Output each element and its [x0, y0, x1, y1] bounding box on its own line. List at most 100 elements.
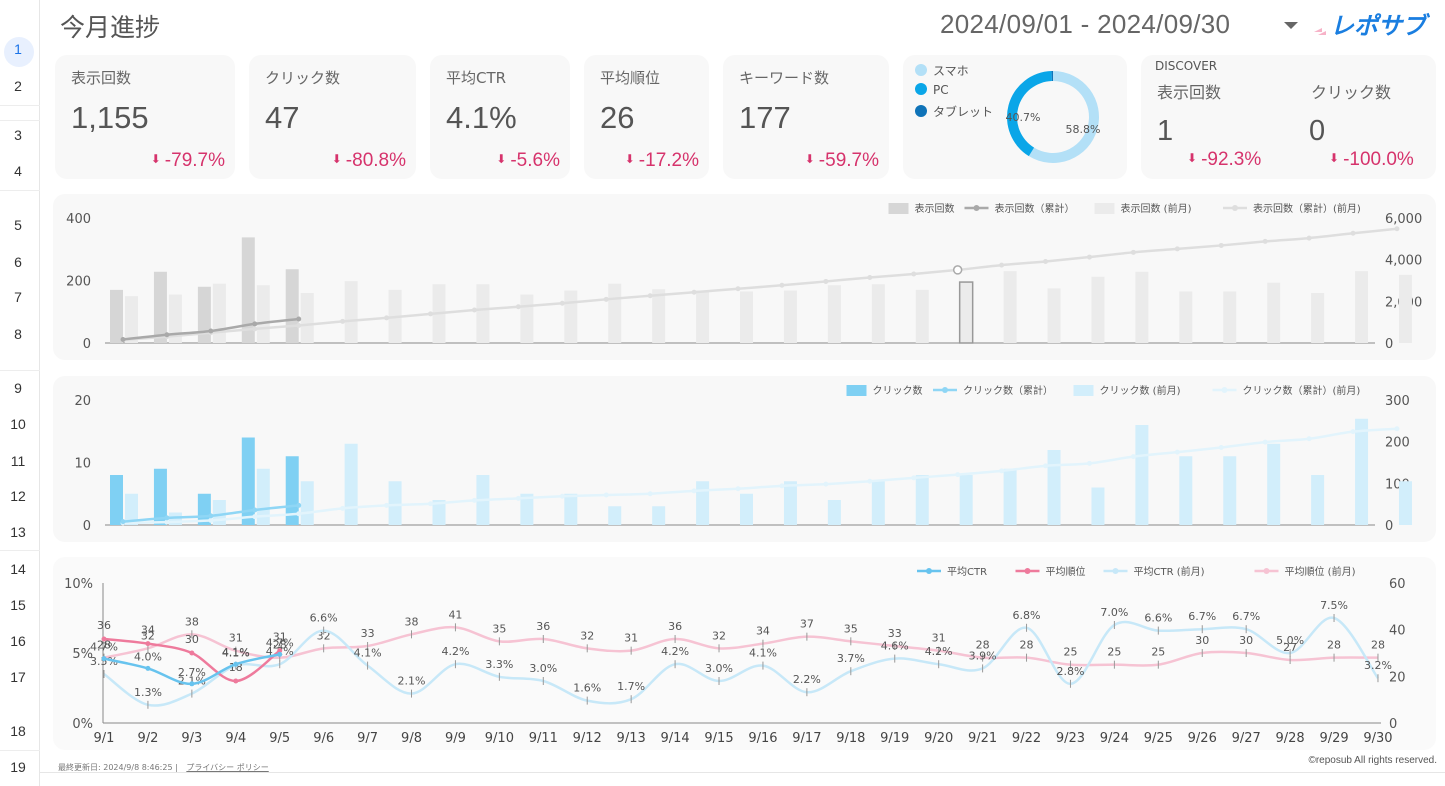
data-label-ctr-previous: 4.2% [661, 645, 689, 658]
marker-previous-cumulative [691, 488, 697, 494]
marker-previous-cumulative [1262, 238, 1268, 244]
device-breakdown-card: スマホ PC タブレット 40.7% 58.8% [903, 55, 1127, 179]
data-label-ctr-previous: 4.1% [222, 647, 250, 660]
row-number[interactable]: 3 [14, 127, 22, 143]
row-number[interactable]: 11 [10, 453, 26, 469]
marker-previous-cumulative [603, 296, 609, 302]
donut-slice-tablet [1051, 71, 1053, 82]
row-number[interactable]: 12 [10, 488, 26, 504]
legend-marker-icon [926, 568, 932, 574]
data-label-ctr-previous: 1.6% [573, 682, 601, 695]
row-number[interactable]: 5 [14, 217, 22, 233]
x-axis-tick-label: 9/24 [1100, 731, 1129, 746]
bar-previous [1179, 291, 1193, 343]
marker-previous-cumulative [647, 491, 653, 497]
row-number[interactable]: 6 [14, 254, 22, 270]
y-axis-tick-label: 10 [74, 457, 91, 472]
data-label-ctr: 4.0% [134, 650, 162, 663]
row-number[interactable]: 2 [14, 78, 22, 94]
discover-title: DISCOVER [1155, 59, 1218, 73]
legend-swatch-icon [1073, 385, 1094, 396]
row-number[interactable]: 15 [10, 597, 26, 613]
row-divider [0, 750, 40, 751]
y2-axis-tick-label: 20 [1389, 670, 1406, 685]
kpi-label: 平均CTR [446, 69, 507, 87]
x-axis-tick-label: 9/7 [357, 731, 378, 746]
data-label-position-previous: 30 [1239, 634, 1253, 647]
marker-position [145, 641, 151, 647]
legend-swatch-icon [1094, 203, 1115, 214]
marker-previous-cumulative [1174, 449, 1180, 455]
row-number[interactable]: 18 [10, 723, 26, 739]
kpi-change: ⬇ -80.8% [331, 150, 406, 171]
data-label-ctr-previous: 4.2% [441, 645, 469, 658]
clicks-chart-card: 20 10 0 300 200 100 0 クリック数 クリック数（累計） クリック数 (前月) ク… [53, 376, 1436, 542]
marker-current-cumulative [120, 336, 126, 342]
data-label-position-previous: 31 [229, 632, 243, 645]
row-number[interactable]: 14 [10, 561, 26, 577]
device-donut-chart: 40.7% 58.8% [1006, 71, 1100, 163]
donut-label-pc: 40.7% [1006, 111, 1041, 124]
bar-previous [608, 506, 622, 525]
ctr-position-chart-card: 10% 5% 0% 60 40 20 0 9/1 9/2 9/3 9/4 9/5 9/6 9/7 9/8 9/… [53, 557, 1436, 750]
kpi-card-ctr: 平均CTR 4.1% ⬇ -5.6% [430, 55, 570, 179]
marker-previous-cumulative [471, 307, 477, 313]
data-label-ctr-previous: 3.2% [1364, 659, 1392, 672]
legend-marker-icon [1112, 568, 1119, 574]
page-title: 今月進捗 [60, 13, 161, 42]
bar-previous [125, 493, 138, 525]
data-label-ctr-previous: 7.0% [1100, 606, 1128, 619]
bar-previous [1091, 487, 1105, 525]
row-number[interactable]: 7 [14, 289, 22, 305]
bar-previous [256, 285, 270, 343]
kpi-change: ⬇ -59.7% [804, 150, 879, 171]
row-number[interactable]: 17 [10, 669, 26, 685]
marker-previous-cumulative [867, 478, 873, 484]
row-number[interactable]: 8 [14, 326, 22, 342]
data-label-position-previous: 31 [932, 632, 946, 645]
data-label-ctr-previous: 4.6% [881, 640, 909, 653]
marker-current-cumulative [120, 519, 126, 525]
legend-entry: 平均順位 (前月) [1254, 565, 1356, 578]
discover-impressions-change: ⬇ -92.3% [1187, 149, 1262, 170]
privacy-policy-link[interactable]: プライバシー ポリシー [186, 763, 269, 772]
bar-previous [1311, 475, 1325, 525]
y-axis-tick-label: 200 [66, 275, 91, 290]
data-label-position-previous: 37 [800, 618, 814, 631]
x-axis-tick-label: 9/5 [269, 731, 290, 746]
bar-previous [125, 296, 138, 343]
date-range-selector[interactable]: 2024/09/01 - 2024/09/30 [940, 9, 1231, 39]
bar-previous [652, 506, 666, 525]
bar-previous [1355, 271, 1369, 343]
data-label-ctr-previous: 6.7% [1188, 610, 1216, 623]
row-number[interactable]: 10 [10, 416, 26, 432]
data-label-ctr-previous: 3.9% [969, 649, 997, 662]
row-number[interactable]: 16 [10, 633, 26, 649]
marker-current-cumulative [208, 513, 214, 519]
legend-marker-icon [1263, 568, 1270, 574]
x-axis-tick-label: 9/8 [401, 731, 422, 746]
bar-previous [432, 500, 446, 525]
legend-entry: 表示回数（累計）(前月) [1223, 202, 1361, 215]
row-number[interactable]: 13 [10, 524, 26, 540]
data-label-position-previous: 25 [1063, 646, 1077, 659]
arrow-down-icon: ⬇ [624, 152, 635, 166]
bar-previous [1355, 418, 1369, 525]
row-number[interactable]: 19 [10, 759, 26, 775]
kpi-value: 26 [600, 100, 635, 135]
bar-previous [476, 284, 490, 343]
marker-previous-cumulative [647, 293, 653, 299]
x-axis-tick-label: 9/17 [792, 731, 821, 746]
marker-previous-cumulative [296, 323, 302, 328]
chevron-down-icon[interactable] [1284, 22, 1298, 29]
data-label-position: 36 [97, 619, 111, 632]
x-axis-tick-label: 9/10 [485, 731, 514, 746]
row-number[interactable]: 1 [14, 41, 22, 57]
row-number[interactable]: 4 [14, 163, 22, 179]
legend-entry: クリック数 (前月) [1073, 384, 1181, 397]
marker-previous-cumulative [823, 278, 829, 284]
bar-current [110, 289, 123, 343]
legend-tablet: タブレット [915, 103, 993, 120]
bar-previous [696, 290, 710, 343]
row-number[interactable]: 9 [14, 380, 22, 396]
